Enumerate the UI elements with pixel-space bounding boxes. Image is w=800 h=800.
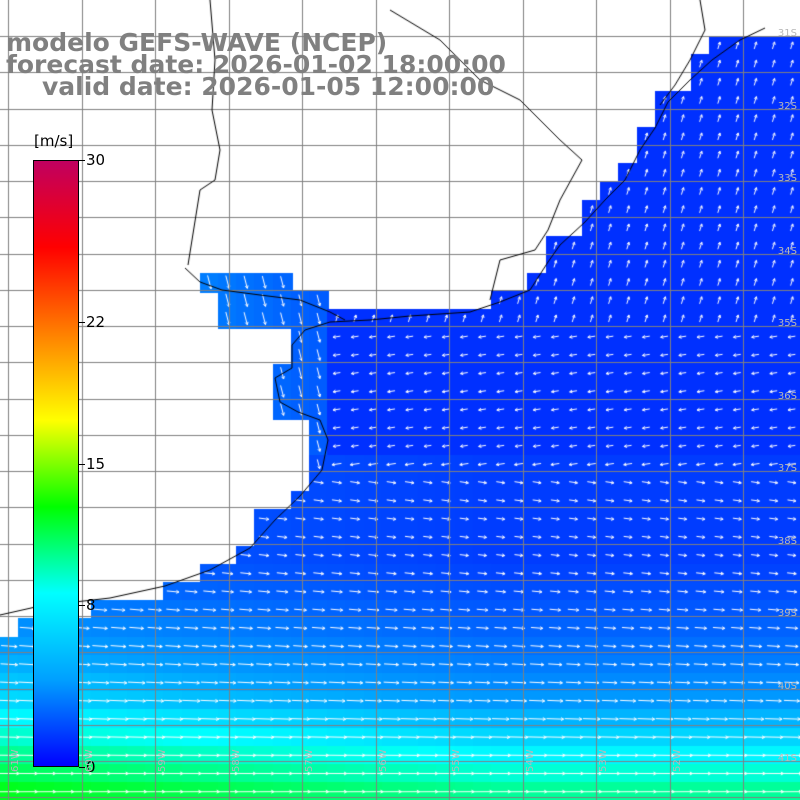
latitude-label: 32S (777, 100, 797, 112)
longitude-label: 59W (157, 749, 168, 772)
colorbar-tick-mark (79, 160, 85, 161)
colorbar-tick-mark (79, 605, 85, 607)
longitude-label: 60W (84, 749, 95, 772)
latitude-label: 38S (777, 535, 797, 547)
longitude-label: 55W (451, 749, 462, 772)
latitude-label: 34S (777, 245, 797, 257)
colorbar (33, 160, 79, 767)
longitude-label: 53W (598, 749, 609, 772)
colorbar-tick-label: 0 (86, 758, 96, 776)
latitude-label: 40S (777, 680, 797, 692)
longitude-label: 58W (231, 749, 242, 772)
colorbar-tick-label: 30 (86, 151, 106, 169)
latitude-label: 35S (777, 318, 797, 329)
latitude-label: 41S (777, 753, 797, 764)
latitude-label: 31S (777, 28, 797, 39)
colorbar-tick-mark (79, 767, 85, 768)
latitude-label: 33S (777, 173, 797, 184)
colorbar-tick-mark (79, 463, 85, 465)
longitude-label: 57W (304, 749, 315, 772)
colorbar-tick-mark (79, 321, 85, 323)
colorbar-unit-label: [m/s] (34, 132, 74, 150)
valid-date-title: valid date: 2026-01-05 12:00:00 (42, 72, 495, 101)
model-title: modelo GEFS-WAVE (NCEP) (6, 28, 388, 57)
colorbar-tick-label: 15 (86, 454, 106, 473)
longitude-label: 61W (10, 749, 21, 772)
longitude-label: 56W (378, 749, 389, 772)
latitude-label: 37S (777, 463, 797, 474)
colorbar-tick-label: 22 (86, 312, 106, 331)
latitude-label: 36S (777, 390, 797, 402)
forecast-date-title: forecast date: 2026-01-02 18:00:00 (6, 50, 506, 79)
latitude-label: 39S (777, 608, 797, 619)
colorbar-tick-label: 8 (86, 596, 96, 615)
longitude-label: 54W (525, 749, 536, 772)
longitude-label: 52W (672, 749, 683, 772)
